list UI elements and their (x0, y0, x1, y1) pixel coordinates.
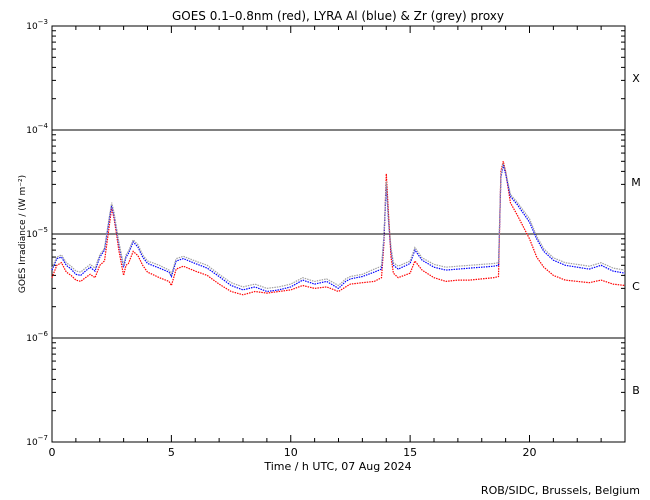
flare-class-label-M: M (631, 176, 641, 189)
flare-class-labels: X M C B (631, 72, 641, 397)
x-tick-label: 0 (49, 446, 56, 459)
y-tick-label: 10−5 (26, 226, 48, 240)
x-tick-label: 20 (523, 446, 537, 459)
flare-class-label-C: C (632, 280, 640, 293)
y-tick-label: 10−4 (26, 122, 48, 136)
x-tick-label: 5 (168, 446, 175, 459)
y-tick-label: 10−7 (26, 434, 48, 448)
x-axis-label: Time / h UTC, 07 Aug 2024 (263, 460, 411, 473)
series-line-0 (51, 161, 626, 296)
y-axis-label: GOES Irradiance / (W m⁻²) (18, 175, 28, 293)
flare-class-lines (52, 129, 625, 339)
series-line-2 (51, 163, 626, 290)
x-tick-label: 10 (284, 446, 298, 459)
series-line-1 (51, 164, 626, 293)
credit-text: ROB/SIDC, Brussels, Belgium (481, 484, 640, 497)
y-tick-label: 10−6 (26, 330, 48, 344)
y-axis-ticks: 10−7 10−6 10−5 10−4 10−3 (26, 18, 625, 448)
chart-title: GOES 0.1–0.8nm (red), LYRA Al (blue) & Z… (172, 9, 504, 23)
flare-class-label-B: B (632, 384, 640, 397)
x-tick-label: 15 (403, 446, 417, 459)
series-layer (51, 161, 626, 296)
y-tick-label: 10−3 (26, 18, 48, 32)
x-axis-ticks: 0 5 10 15 20 (49, 26, 626, 459)
flare-class-label-X: X (632, 72, 640, 85)
